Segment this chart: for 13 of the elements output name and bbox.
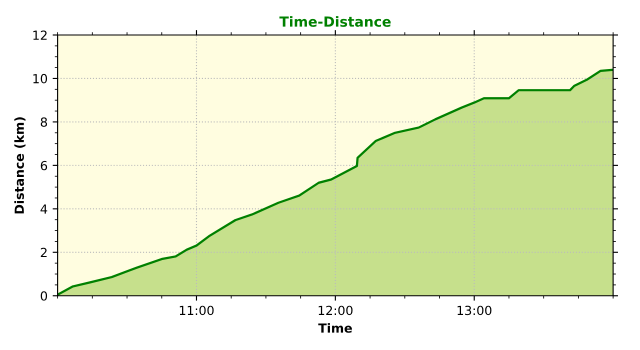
y-tick-label: 12 [33,30,47,40]
y-axis-title: Distance (km) [14,117,26,214]
y-tick-label: 8 [40,117,48,127]
y-tick-label: 0 [40,291,48,301]
chart-title: Time-Distance [279,16,391,27]
x-tick-label: 13:00 [458,306,492,316]
x-axis-title: Time [318,323,352,333]
y-tick-label: 6 [40,160,48,170]
y-tick-label: 2 [40,248,47,258]
x-tick-label: 12:00 [318,306,353,316]
y-tick-label: 4 [40,204,48,214]
y-tick-label: 10 [33,74,48,84]
x-tick-label: 11:00 [180,306,214,316]
